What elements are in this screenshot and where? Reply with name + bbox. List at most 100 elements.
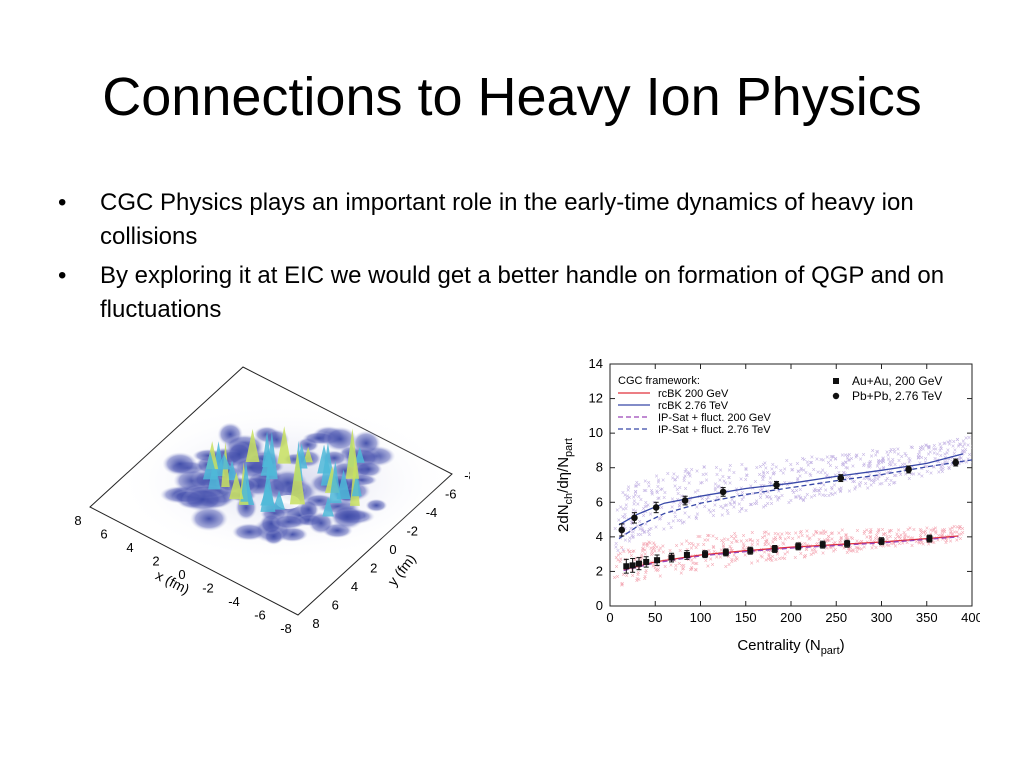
band-mark-lhc: × (887, 462, 891, 469)
band-mark-lhc: × (866, 463, 870, 470)
band-mark-rhic: × (951, 532, 955, 539)
band-mark-lhc: × (932, 465, 936, 472)
band-mark-lhc: × (959, 442, 963, 449)
band-mark-lhc: × (920, 474, 924, 481)
band-mark-lhc: × (918, 445, 922, 452)
band-mark-lhc: × (662, 526, 666, 533)
band-mark-rhic: × (814, 529, 818, 536)
band-mark-rhic: × (923, 529, 927, 536)
band-mark-lhc: × (721, 506, 725, 513)
y-tick-label: 10 (589, 425, 603, 440)
band-mark-rhic: × (898, 536, 902, 543)
band-mark-lhc: × (791, 467, 795, 474)
band-mark-rhic: × (765, 537, 769, 544)
band-mark-rhic: × (908, 526, 912, 533)
band-mark-rhic: × (929, 527, 933, 534)
band-mark-lhc: × (876, 460, 880, 467)
band-mark-lhc: × (639, 532, 643, 539)
band-mark-lhc: × (939, 445, 943, 452)
band-mark-rhic: × (762, 530, 766, 537)
band-mark-lhc: × (642, 529, 646, 536)
band-mark-lhc: × (816, 488, 820, 495)
band-mark-lhc: × (889, 463, 893, 470)
band-mark-rhic: × (653, 549, 657, 556)
band-mark-rhic: × (881, 527, 885, 534)
band-mark-lhc: × (952, 439, 956, 446)
band-mark-lhc: × (910, 464, 914, 471)
band-mark-lhc: × (769, 497, 773, 504)
band-mark-rhic: × (849, 548, 853, 555)
band-mark-rhic: × (647, 540, 651, 547)
data-point-auau (654, 557, 661, 564)
band-mark-lhc: × (829, 454, 833, 461)
band-mark-lhc: × (627, 495, 631, 502)
band-mark-lhc: × (724, 503, 728, 510)
band-mark-lhc: × (659, 487, 663, 494)
band-mark-lhc: × (847, 458, 851, 465)
band-mark-lhc: × (886, 457, 890, 464)
band-mark-rhic: × (840, 543, 844, 550)
band-mark-lhc: × (963, 447, 967, 454)
data-point-pbpb (905, 466, 912, 473)
band-mark-rhic: × (633, 557, 637, 564)
band-mark-rhic: × (849, 545, 853, 552)
band-mark-rhic: × (955, 538, 959, 545)
band-mark-lhc: × (932, 446, 936, 453)
band-mark-lhc: × (803, 495, 807, 502)
band-mark-lhc: × (873, 477, 877, 484)
y-label-p3: part (563, 438, 575, 457)
band-mark-rhic: × (720, 538, 724, 545)
band-mark-lhc: × (673, 514, 677, 521)
band-mark-lhc: × (663, 490, 667, 497)
band-mark-lhc: × (929, 470, 933, 477)
band-mark-lhc: × (939, 467, 943, 474)
data-point-auau (795, 543, 802, 550)
surface-blob (162, 452, 198, 476)
data-point-auau (747, 547, 754, 554)
band-mark-lhc: × (943, 451, 947, 458)
band-mark-rhic: × (919, 530, 923, 537)
band-mark-lhc: × (658, 517, 662, 524)
band-mark-rhic: × (633, 565, 637, 572)
band-mark-lhc: × (812, 489, 816, 496)
band-mark-lhc: × (789, 481, 793, 488)
band-mark-lhc: × (926, 452, 930, 459)
band-mark-rhic: × (845, 550, 849, 557)
band-mark-rhic: × (860, 539, 864, 546)
band-mark-rhic: × (815, 530, 819, 537)
y-tick-label: -2 (406, 524, 418, 539)
band-mark-lhc: × (769, 480, 773, 487)
band-mark-lhc: × (762, 491, 766, 498)
band-mark-lhc: × (933, 456, 937, 463)
data-point-auau (878, 538, 885, 545)
band-mark-rhic: × (711, 533, 715, 540)
band-mark-rhic: × (814, 530, 818, 537)
band-mark-rhic: × (932, 526, 936, 533)
band-mark-lhc: × (927, 445, 931, 452)
band-mark-rhic: × (958, 526, 962, 533)
band-mark-lhc: × (940, 469, 944, 476)
band-mark-lhc: × (890, 459, 894, 466)
band-mark-lhc: × (739, 476, 743, 483)
band-mark-lhc: × (920, 444, 924, 451)
band-mark-lhc: × (944, 457, 948, 464)
surface-peak (317, 444, 331, 474)
band-mark-lhc: × (727, 475, 731, 482)
band-mark-rhic: × (940, 528, 944, 535)
band-mark-lhc: × (753, 479, 757, 486)
band-mark-rhic: × (851, 547, 855, 554)
band-mark-lhc: × (942, 441, 946, 448)
bullet-glyph: • (58, 189, 67, 216)
surface-peak (240, 461, 252, 502)
band-mark-lhc: × (787, 481, 791, 488)
band-mark-lhc: × (676, 518, 680, 525)
band-mark-lhc: × (868, 461, 872, 468)
band-mark-rhic: × (658, 573, 662, 580)
band-mark-lhc: × (740, 506, 744, 513)
band-mark-rhic: × (682, 563, 686, 570)
band-mark-rhic: × (931, 528, 935, 535)
band-mark-rhic: × (694, 545, 698, 552)
band-mark-lhc: × (920, 455, 924, 462)
band-mark-lhc: × (751, 491, 755, 498)
band-mark-rhic: × (635, 576, 639, 583)
